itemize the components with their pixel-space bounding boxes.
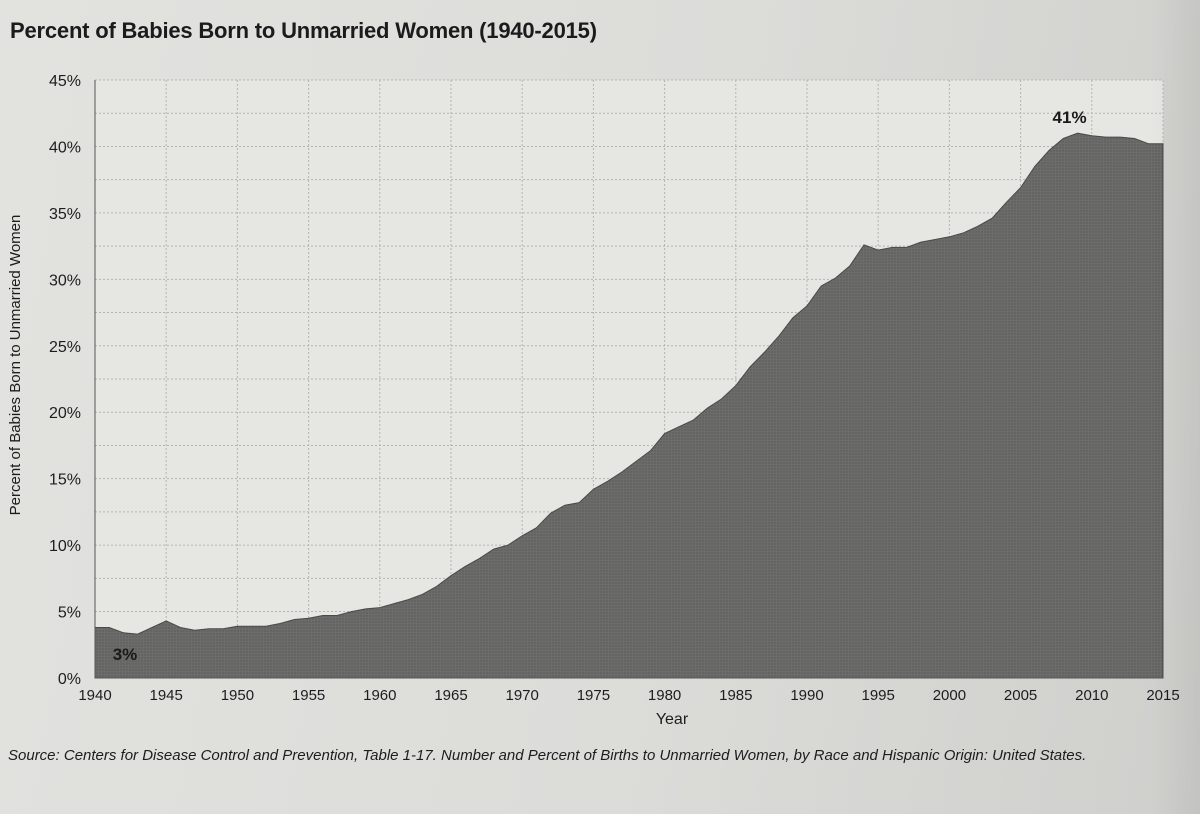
x-tick-label: 1945 <box>150 687 183 704</box>
area-series-fill <box>94 132 1164 679</box>
y-tick-label: 40% <box>49 139 81 156</box>
area-chart: 0% 5% 10% 15% 20% 25% 30% 35% 40% 45% 1940 1945 195… <box>7 73 1180 728</box>
y-tick-label: 25% <box>49 339 81 356</box>
y-tick-label: 15% <box>49 472 81 489</box>
x-tick-label: 1965 <box>434 687 467 704</box>
y-tick-label: 0% <box>58 671 81 688</box>
y-axis-label: Percent of Babies Born to Unmarried Wome… <box>7 215 24 516</box>
y-tick-label: 10% <box>49 538 81 555</box>
x-axis-ticks: 1940 1945 1950 1955 1960 1965 1970 1975 1980 1985… <box>78 687 1179 704</box>
annotations: 3% 41% <box>113 108 1087 664</box>
y-tick-label: 20% <box>49 405 81 422</box>
y-tick-label: 30% <box>49 272 81 289</box>
chart-title: Percent of Babies Born to Unmarried Wome… <box>10 18 597 43</box>
x-tick-label: 2000 <box>933 687 966 704</box>
y-tick-label: 35% <box>49 206 81 223</box>
x-tick-label: 2015 <box>1146 687 1179 704</box>
area-series <box>94 132 1164 679</box>
data-label-annotation: 41% <box>1053 108 1087 127</box>
x-tick-label: 1950 <box>221 687 254 704</box>
y-axis-ticks: 0% 5% 10% 15% 20% 25% 30% 35% 40% 45% <box>49 73 81 688</box>
x-tick-label: 1990 <box>790 687 823 704</box>
x-tick-label: 1975 <box>577 687 610 704</box>
x-tick-label: 2005 <box>1004 687 1037 704</box>
x-tick-label: 1985 <box>719 687 752 704</box>
x-tick-label: 1970 <box>506 687 539 704</box>
x-tick-label: 1960 <box>363 687 396 704</box>
x-tick-label: 2010 <box>1075 687 1108 704</box>
data-label-annotation: 3% <box>113 645 138 664</box>
x-tick-label: 1995 <box>862 687 895 704</box>
x-axis-label: Year <box>656 711 689 728</box>
x-tick-label: 1940 <box>78 687 111 704</box>
y-tick-label: 5% <box>58 605 81 622</box>
y-tick-label: 45% <box>49 73 81 90</box>
x-tick-label: 1955 <box>292 687 325 704</box>
source-note: Source: Centers for Disease Control and … <box>8 747 1087 764</box>
axes <box>94 80 1163 679</box>
x-tick-label: 1980 <box>648 687 681 704</box>
